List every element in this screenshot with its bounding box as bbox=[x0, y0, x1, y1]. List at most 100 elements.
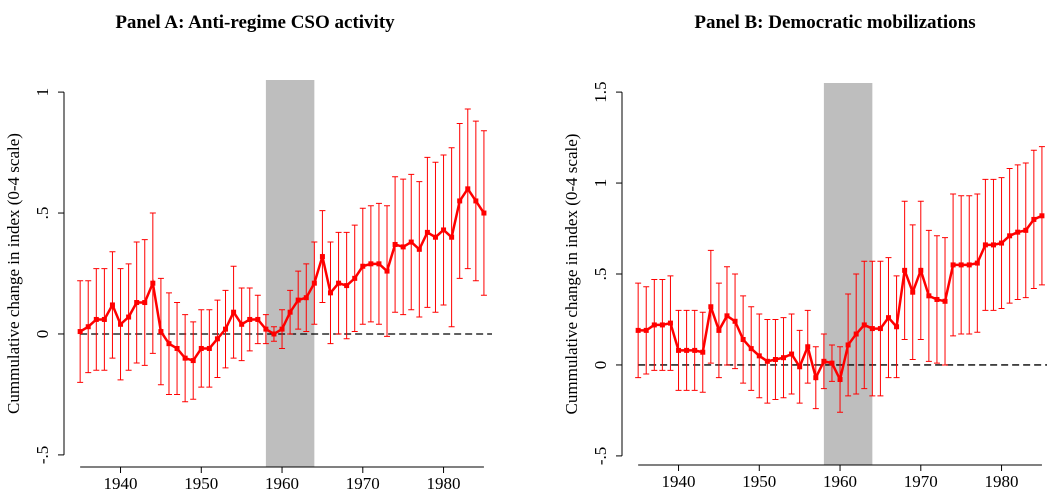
marker bbox=[336, 280, 342, 286]
marker bbox=[934, 296, 940, 302]
marker bbox=[432, 234, 438, 240]
marker bbox=[724, 313, 730, 319]
y-tick-label: -.5 bbox=[33, 446, 52, 464]
marker bbox=[684, 347, 690, 353]
marker bbox=[974, 260, 980, 266]
marker bbox=[263, 326, 269, 332]
marker bbox=[756, 353, 762, 359]
marker bbox=[716, 327, 722, 333]
x-tick-label: 1950 bbox=[742, 472, 776, 491]
marker bbox=[772, 356, 778, 362]
panel-title: Panel B: Democratic mobilizations bbox=[694, 12, 975, 33]
x-tick-label: 1960 bbox=[823, 472, 857, 491]
x-tick-label: 1940 bbox=[104, 474, 138, 493]
marker bbox=[1031, 216, 1037, 222]
marker bbox=[958, 262, 964, 268]
marker bbox=[247, 316, 253, 322]
panel-title: Panel A: Anti-regime CSO activity bbox=[115, 12, 395, 33]
marker bbox=[813, 375, 819, 381]
marker bbox=[1015, 229, 1021, 235]
y-tick-label: 1.5 bbox=[591, 81, 610, 102]
marker bbox=[950, 262, 956, 268]
marker bbox=[190, 358, 196, 364]
marker bbox=[150, 280, 156, 286]
marker bbox=[295, 297, 301, 303]
marker bbox=[692, 347, 698, 353]
marker bbox=[764, 358, 770, 364]
marker bbox=[643, 327, 649, 333]
marker bbox=[942, 298, 948, 304]
marker bbox=[999, 240, 1005, 246]
marker bbox=[845, 342, 851, 348]
x-tick-label: 1980 bbox=[985, 472, 1019, 491]
marker bbox=[902, 267, 908, 273]
marker bbox=[894, 324, 900, 330]
marker bbox=[659, 322, 665, 328]
marker bbox=[441, 227, 447, 233]
marker bbox=[158, 329, 164, 335]
marker bbox=[85, 324, 91, 330]
marker bbox=[239, 321, 245, 327]
marker bbox=[287, 309, 293, 315]
marker bbox=[667, 320, 673, 326]
marker bbox=[805, 344, 811, 350]
y-axis-label: Cummulative change in index (0-4 scale) bbox=[562, 134, 581, 415]
marker bbox=[416, 246, 422, 252]
x-tick-label: 1950 bbox=[184, 474, 218, 493]
marker bbox=[635, 327, 641, 333]
marker bbox=[174, 345, 180, 351]
marker bbox=[344, 283, 350, 289]
marker bbox=[134, 300, 140, 306]
marker bbox=[861, 322, 867, 328]
marker bbox=[651, 322, 657, 328]
marker bbox=[223, 326, 229, 332]
x-tick-label: 1980 bbox=[427, 474, 461, 493]
y-tick-label: .5 bbox=[33, 207, 52, 220]
marker bbox=[781, 355, 787, 361]
y-tick-label: .5 bbox=[591, 268, 610, 281]
marker bbox=[231, 309, 237, 315]
x-tick-label: 1940 bbox=[662, 472, 696, 491]
marker bbox=[360, 263, 366, 269]
marker bbox=[740, 336, 746, 342]
marker bbox=[449, 234, 455, 240]
marker bbox=[465, 186, 471, 192]
marker bbox=[392, 241, 398, 247]
shaded-period bbox=[823, 83, 873, 465]
marker bbox=[303, 295, 309, 301]
y-tick-label: 0 bbox=[591, 361, 610, 370]
marker bbox=[869, 326, 875, 332]
marker bbox=[1023, 227, 1029, 233]
marker bbox=[877, 326, 883, 332]
marker bbox=[797, 364, 803, 370]
marker bbox=[198, 345, 204, 351]
marker bbox=[214, 336, 220, 342]
marker bbox=[126, 314, 132, 320]
y-tick-label: -.5 bbox=[591, 447, 610, 465]
y-axis-label: Cummulative change in index (0-4 scale) bbox=[4, 133, 23, 414]
x-tick-label: 1970 bbox=[904, 472, 938, 491]
marker bbox=[109, 302, 115, 308]
marker bbox=[910, 289, 916, 295]
marker bbox=[142, 300, 148, 306]
marker bbox=[182, 355, 188, 361]
marker bbox=[311, 280, 317, 286]
marker bbox=[457, 198, 463, 204]
marker bbox=[255, 316, 261, 322]
marker bbox=[918, 267, 924, 273]
y-tick-label: 1 bbox=[33, 88, 52, 97]
marker bbox=[118, 321, 124, 327]
marker bbox=[368, 261, 374, 267]
marker bbox=[1039, 213, 1045, 219]
marker bbox=[206, 345, 212, 351]
marker bbox=[400, 244, 406, 250]
marker bbox=[829, 360, 835, 366]
marker bbox=[821, 358, 827, 364]
marker bbox=[424, 229, 430, 235]
x-tick-label: 1960 bbox=[265, 474, 299, 493]
marker bbox=[708, 304, 714, 310]
marker bbox=[837, 377, 843, 383]
marker bbox=[93, 316, 99, 322]
marker bbox=[748, 346, 754, 352]
marker bbox=[1007, 233, 1013, 239]
